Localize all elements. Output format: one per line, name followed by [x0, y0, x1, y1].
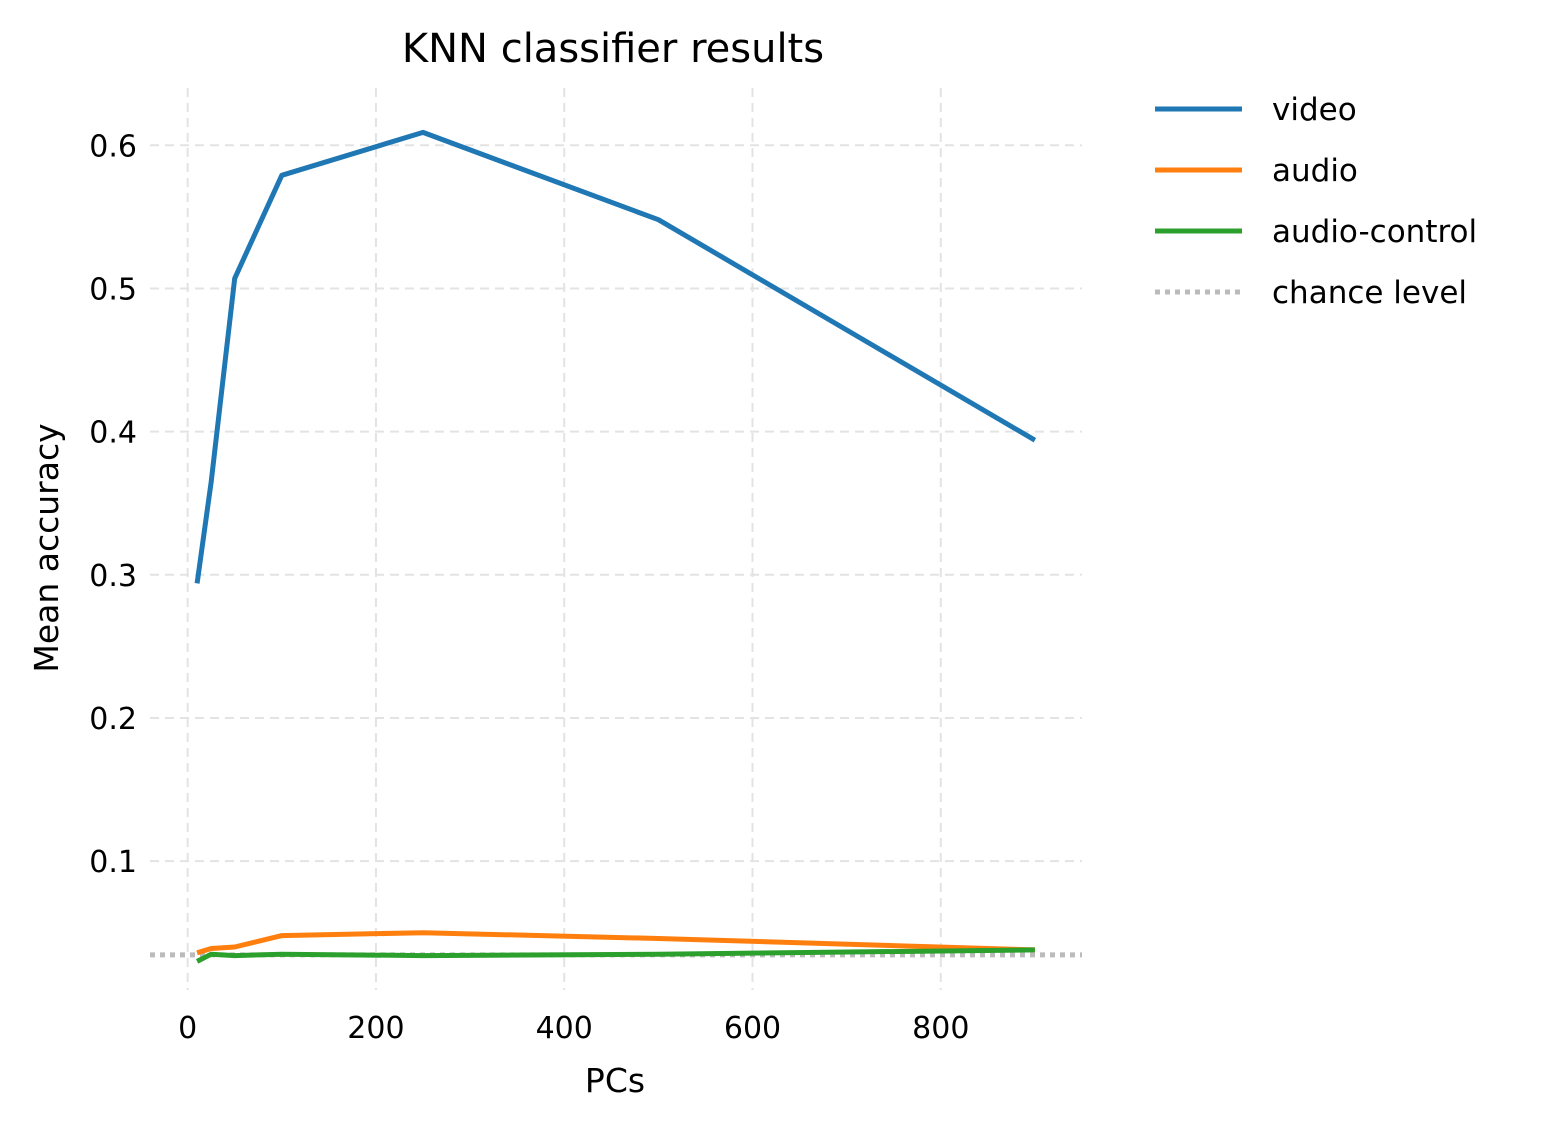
legend-label-chance-level: chance level	[1272, 275, 1467, 311]
y-axis-label: Mean accuracy	[27, 423, 66, 672]
y-tick-label: 0.5	[89, 272, 137, 307]
x-tick-label: 800	[912, 1011, 969, 1046]
x-tick-label: 600	[724, 1011, 781, 1046]
legend: video audio audio-control chance level	[1155, 92, 1477, 311]
x-tick-label: 400	[536, 1011, 593, 1046]
x-axis-label: PCs	[585, 1061, 645, 1100]
legend-label-audio-control: audio-control	[1272, 214, 1477, 250]
x-tick-label: 200	[347, 1011, 404, 1046]
series-lines	[150, 129, 1082, 964]
y-tick-label: 0.4	[89, 416, 137, 451]
y-tick-label: 0.6	[89, 129, 137, 164]
series-line-video	[194, 129, 1037, 584]
y-tick-label: 0.2	[89, 702, 137, 737]
y-tick-labels: 0.1 0.2 0.3 0.4 0.5 0.6	[89, 129, 137, 880]
y-tick-label: 0.1	[89, 845, 137, 880]
x-tick-label: 0	[178, 1011, 197, 1046]
grid	[150, 88, 1082, 990]
chart-title: KNN classifier results	[402, 26, 824, 72]
legend-label-audio: audio	[1272, 153, 1358, 189]
series-line-audio	[196, 930, 1035, 956]
x-tick-labels: 0 200 400 600 800	[178, 1011, 969, 1046]
y-tick-label: 0.3	[89, 559, 137, 594]
series-line-audio-control	[195, 947, 1035, 964]
legend-label-video: video	[1272, 92, 1357, 128]
